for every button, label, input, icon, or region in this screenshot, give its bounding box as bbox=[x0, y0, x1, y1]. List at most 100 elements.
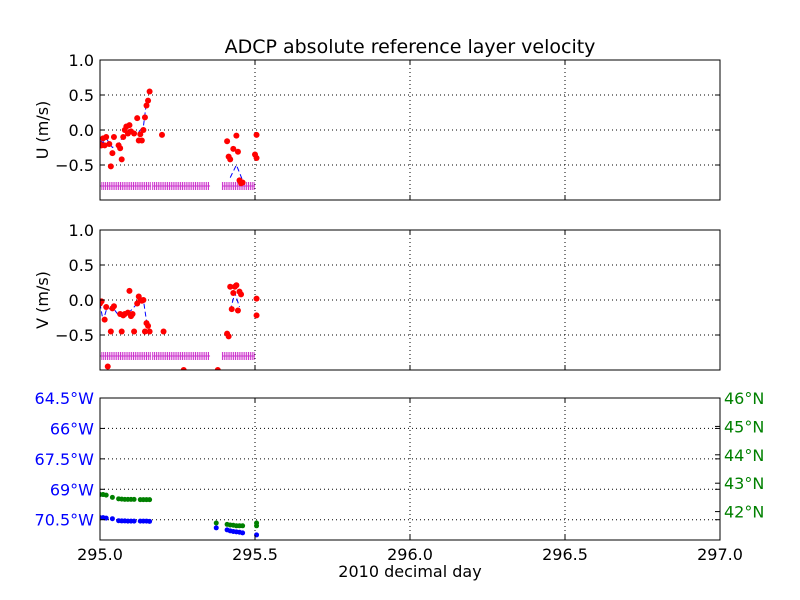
data-point bbox=[109, 150, 116, 157]
data-point bbox=[120, 134, 127, 140]
plot-area bbox=[100, 230, 720, 370]
axes-frame bbox=[99, 59, 721, 201]
lon-tick-label: 69°W bbox=[50, 480, 94, 499]
lat-tick-label: 46°N bbox=[724, 389, 764, 408]
data-point bbox=[145, 97, 152, 104]
lon-tick-label: 70.5°W bbox=[35, 511, 95, 530]
data-point bbox=[100, 298, 105, 305]
data-point bbox=[104, 363, 111, 370]
x-tick-label: 295.5 bbox=[232, 545, 278, 564]
lat-point bbox=[240, 523, 246, 529]
y-tick-label: 1.0 bbox=[69, 221, 94, 240]
axes-frame bbox=[99, 397, 721, 541]
lon-tick-label: 64.5°W bbox=[35, 389, 95, 408]
axes-frame bbox=[99, 229, 721, 371]
data-point bbox=[146, 88, 153, 95]
lat-tick-label: 44°N bbox=[724, 446, 764, 465]
v-axis-label: V (m/s) bbox=[33, 271, 52, 329]
x-tick-label: 296.0 bbox=[387, 545, 433, 564]
lon-point bbox=[213, 525, 219, 531]
data-point bbox=[230, 290, 237, 296]
data-point bbox=[227, 283, 234, 290]
lat-point bbox=[103, 492, 109, 498]
data-point bbox=[224, 138, 231, 145]
data-point bbox=[118, 156, 125, 163]
data-point bbox=[233, 132, 240, 139]
data-point bbox=[131, 328, 138, 335]
data-point bbox=[131, 130, 138, 137]
data-point bbox=[234, 307, 241, 314]
lat-point bbox=[109, 494, 115, 500]
lon-tick-label: 67.5°W bbox=[35, 450, 95, 469]
data-point bbox=[118, 328, 125, 335]
data-point bbox=[225, 333, 232, 340]
data-point bbox=[230, 145, 237, 152]
u-axis-label: U (m/s) bbox=[33, 101, 52, 160]
plot-area bbox=[100, 60, 720, 200]
data-point bbox=[141, 114, 148, 121]
y-tick-label: 0.0 bbox=[69, 291, 94, 310]
x-tick-label: 297.0 bbox=[697, 545, 743, 564]
lat-point bbox=[147, 497, 153, 503]
plot-area bbox=[100, 398, 720, 540]
data-point bbox=[228, 306, 235, 313]
data-point bbox=[180, 367, 187, 370]
lat-tick-label: 45°N bbox=[724, 417, 764, 436]
data-point bbox=[145, 322, 152, 329]
data-point bbox=[146, 328, 153, 335]
v-velocity-panel: V (m/s) 1.0 0.5 0.0 −0.5 bbox=[33, 221, 721, 371]
lon-point bbox=[109, 516, 115, 522]
x-tick-label: 295.0 bbox=[77, 545, 123, 564]
data-point bbox=[253, 312, 260, 319]
lat-point bbox=[254, 520, 260, 526]
data-point bbox=[103, 304, 110, 310]
data-point bbox=[238, 291, 245, 298]
data-point bbox=[138, 137, 145, 144]
data-point bbox=[253, 155, 260, 161]
lat-tick-label: 42°N bbox=[724, 503, 764, 522]
data-point bbox=[101, 316, 108, 323]
data-point bbox=[107, 163, 114, 170]
data-point bbox=[159, 131, 165, 138]
data-point bbox=[107, 328, 114, 335]
y-tick-label: 0.0 bbox=[69, 121, 94, 140]
data-point bbox=[126, 287, 133, 294]
data-point bbox=[103, 134, 110, 140]
data-point bbox=[110, 134, 117, 140]
x-tick-label: 296.5 bbox=[542, 545, 588, 564]
lat-point bbox=[213, 520, 219, 526]
data-point bbox=[227, 156, 234, 163]
data-point bbox=[143, 102, 150, 109]
data-point bbox=[117, 145, 124, 152]
lon-point bbox=[131, 518, 137, 524]
data-point bbox=[239, 179, 246, 186]
series-line bbox=[229, 163, 244, 181]
lon-point bbox=[240, 530, 246, 536]
lon-tick-label: 66°W bbox=[50, 419, 94, 438]
lat-point bbox=[131, 496, 137, 502]
lat-tick-label: 43°N bbox=[724, 474, 764, 493]
data-point bbox=[110, 303, 117, 310]
data-point bbox=[134, 115, 141, 122]
data-point bbox=[214, 367, 221, 370]
data-point bbox=[106, 141, 113, 147]
data-point bbox=[141, 328, 148, 335]
data-point bbox=[140, 297, 147, 303]
y-tick-label: −0.5 bbox=[55, 326, 94, 345]
data-point bbox=[129, 311, 136, 317]
data-point bbox=[160, 328, 167, 335]
position-panel: 295.0 295.5 296.0 296.5 297.0 64.5°W 66°W 67.5°… bbox=[35, 389, 765, 564]
data-point bbox=[233, 282, 240, 289]
u-velocity-panel: U (m/s) 1.0 0.5 0.0 −0.5 bbox=[33, 51, 721, 201]
data-point bbox=[140, 127, 147, 133]
data-point bbox=[253, 131, 260, 138]
data-point bbox=[137, 131, 144, 138]
lon-point bbox=[147, 518, 153, 524]
y-tick-label: 0.5 bbox=[69, 256, 94, 275]
data-point bbox=[253, 295, 260, 302]
y-tick-label: −0.5 bbox=[55, 156, 94, 175]
y-tick-label: 1.0 bbox=[69, 51, 94, 70]
y-tick-label: 0.5 bbox=[69, 86, 94, 105]
data-point bbox=[126, 122, 133, 129]
